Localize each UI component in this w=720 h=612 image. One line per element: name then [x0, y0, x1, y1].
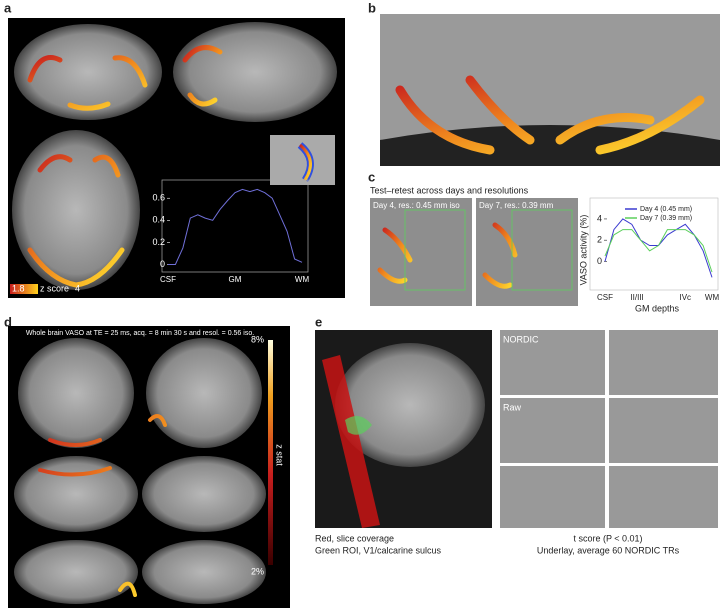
caption: Underlay, average 60 NORDIC TRs: [537, 545, 680, 555]
legend-label: Day 4 (0.45 mm): [640, 206, 692, 213]
x-tick-label: II/III: [630, 293, 643, 302]
roi: [345, 416, 372, 435]
activation-overlay: [182, 45, 223, 107]
colorbar-title: z stat: [275, 444, 285, 466]
panel-label: b: [368, 0, 376, 15]
row-label: Raw: [503, 402, 522, 412]
brain-image: [335, 343, 485, 467]
panel-label: e: [315, 314, 322, 329]
y-tick-label: 0.6: [152, 193, 165, 203]
activation-overlay: [377, 227, 413, 284]
activation-overlay: [395, 75, 705, 155]
brain-image: [14, 456, 138, 532]
y-tick-label: 0: [160, 259, 165, 269]
colorbar-min: 1.8: [12, 283, 25, 293]
x-tick-label: WM: [705, 293, 720, 302]
caption: t score (P < 0.01): [573, 533, 642, 543]
brain-image: [12, 130, 140, 290]
brain-image: [609, 466, 718, 528]
y-axis-title: VASO activity (%): [578, 215, 588, 286]
brain-image: [500, 330, 605, 395]
brain-image: [370, 198, 472, 306]
colorbar-max: 4: [75, 283, 80, 293]
image-label: Day 7, res.: 0.39 mm: [479, 201, 554, 210]
colorbar-min: 2%: [251, 566, 264, 576]
x-tick-label: WM: [295, 275, 310, 284]
brain-image: [173, 22, 337, 122]
plot-frame: [161, 179, 309, 273]
x-tick-label: CSF: [160, 275, 176, 284]
panel-label: c: [368, 169, 375, 184]
brain-image: [500, 398, 605, 463]
roi-box: [511, 209, 573, 291]
brain-image: [142, 456, 266, 532]
activation-overlay: [299, 143, 312, 181]
colorbar: [268, 340, 273, 565]
x-tick-label: IVc: [679, 293, 691, 302]
legend-label: Day 7 (0.39 mm): [640, 215, 692, 222]
plot-frame: [589, 197, 719, 291]
colorbar: [10, 284, 38, 294]
colorbar-max: 8%: [251, 334, 264, 344]
panel-title: Test–retest across days and resolutions: [370, 185, 529, 195]
y-tick-label: 4: [597, 213, 602, 223]
panel-label: a: [4, 0, 12, 15]
x-axis-title: GM depths: [635, 303, 680, 313]
y-tick-label: 0: [597, 256, 602, 266]
brain-image: [609, 330, 718, 395]
data-line: [168, 188, 303, 265]
row-label: NORDIC: [503, 334, 539, 344]
data-line: [604, 218, 713, 278]
panel-title: Whole brain VASO at TE = 25 ms, acq. = 8…: [26, 330, 254, 337]
activation-overlay: [38, 414, 167, 597]
data-line: [604, 229, 713, 273]
y-tick-label: 2: [597, 235, 602, 245]
brain-image: [146, 338, 262, 448]
colorbar-title: z score: [40, 283, 69, 293]
roi-box: [404, 209, 466, 291]
image-label: Day 4, res.: 0.45 mm iso: [373, 201, 460, 210]
y-tick-label: 0.4: [152, 215, 165, 225]
brain-image: [142, 540, 266, 604]
activation-overlay: [27, 55, 148, 111]
caption: Red, slice coverage: [315, 533, 394, 543]
slice-coverage: [322, 355, 380, 528]
panel-label: d: [4, 314, 12, 329]
activation-overlay: [482, 222, 518, 289]
brain-image: [14, 540, 138, 604]
brain-image: [609, 398, 718, 463]
brain-image: [476, 198, 578, 306]
y-tick-label: 0.2: [152, 237, 165, 247]
brain-image: [500, 466, 605, 528]
activation-overlay: [27, 154, 125, 288]
brain-image: [14, 24, 162, 120]
caption: Green ROI, V1/calcarine sulcus: [315, 545, 442, 555]
brain-image: [18, 338, 134, 448]
x-tick-label: GM: [229, 275, 242, 284]
x-tick-label: CSF: [597, 293, 613, 302]
